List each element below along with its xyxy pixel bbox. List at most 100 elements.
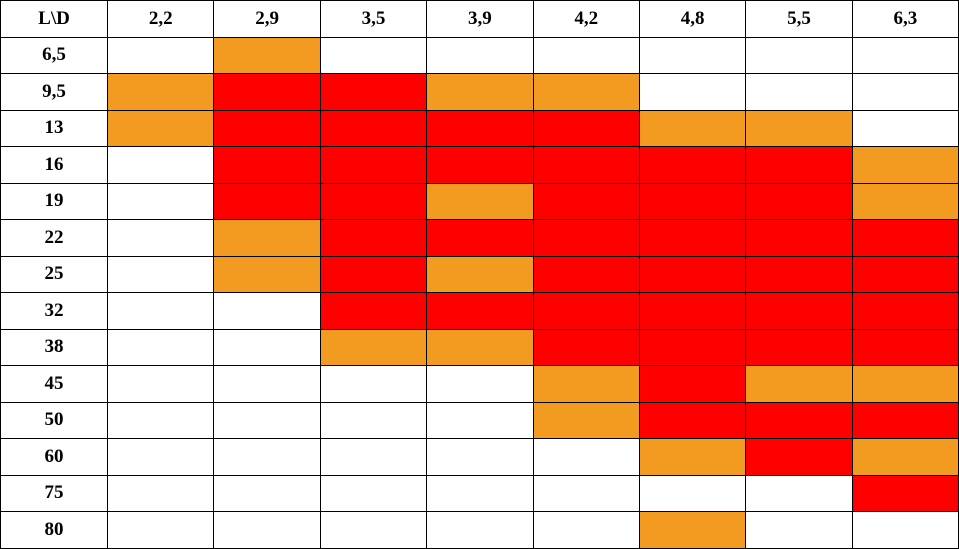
grid-cell (532, 36, 640, 74)
row-header: 45 (0, 365, 108, 403)
grid-cell (319, 292, 428, 330)
table-row: 16 (0, 146, 959, 184)
grid-cell (532, 73, 640, 111)
grid-cell (426, 182, 534, 220)
grid-cell (213, 73, 321, 111)
grid-cell (532, 109, 640, 147)
grid-cell (851, 328, 959, 366)
grid-cell (213, 328, 321, 366)
grid-cell (106, 511, 215, 549)
grid-cell (106, 365, 215, 403)
grid-cell (851, 73, 959, 111)
grid-cell (851, 182, 959, 220)
grid-cell (106, 146, 215, 184)
grid-cell (745, 182, 853, 220)
grid-cell (426, 328, 534, 366)
grid-cell (319, 401, 428, 439)
grid-cell (106, 109, 215, 147)
column-header: 4,8 (638, 0, 747, 38)
grid-cell (638, 109, 747, 147)
grid-cell (106, 474, 215, 512)
grid-body: 6,5 9,5 13 16 19 22 25 32 38 45 50 60 75 80 (0, 36, 959, 549)
grid-cell (745, 255, 853, 293)
grid-cell (106, 255, 215, 293)
grid-cell (851, 255, 959, 293)
grid-cell (319, 438, 428, 476)
grid-cell (745, 219, 853, 257)
row-header: 60 (0, 438, 108, 476)
grid-cell (851, 401, 959, 439)
grid-cell (532, 182, 640, 220)
table-row: 32 (0, 292, 959, 330)
row-header: 75 (0, 474, 108, 512)
grid-cell (532, 474, 640, 512)
grid-cell (532, 401, 640, 439)
grid-cell (106, 182, 215, 220)
grid-cell (426, 146, 534, 184)
grid-cell (319, 219, 428, 257)
grid-cell (638, 328, 747, 366)
grid-cell (745, 73, 853, 111)
grid-cell (426, 511, 534, 549)
column-header: 6,3 (851, 0, 959, 38)
table-row: 6,5 (0, 36, 959, 74)
grid-cell (745, 328, 853, 366)
table-row: 9,5 (0, 73, 959, 111)
grid-cell (851, 146, 959, 184)
grid-cell (638, 255, 747, 293)
grid-cell (426, 73, 534, 111)
grid-cell (213, 511, 321, 549)
grid-cell (638, 219, 747, 257)
grid-cell (426, 474, 534, 512)
table-row: 19 (0, 182, 959, 220)
grid-cell (319, 146, 428, 184)
grid-cell (638, 73, 747, 111)
table-row: 38 (0, 328, 959, 366)
row-header: 38 (0, 328, 108, 366)
grid-cell (532, 146, 640, 184)
grid-cell (319, 365, 428, 403)
grid-cell (532, 438, 640, 476)
grid-cell (106, 438, 215, 476)
table-row: 80 (0, 511, 959, 549)
grid-cell (319, 109, 428, 147)
grid-cell (745, 146, 853, 184)
grid-cell (319, 328, 428, 366)
grid-cell (851, 36, 959, 74)
grid-cell (638, 36, 747, 74)
grid-cell (213, 474, 321, 512)
grid-cell (213, 438, 321, 476)
table-row: 13 (0, 109, 959, 147)
row-header: 32 (0, 292, 108, 330)
grid-cell (426, 438, 534, 476)
row-header: 80 (0, 511, 108, 549)
grid-cell (213, 365, 321, 403)
grid-cell (426, 109, 534, 147)
table-row: 22 (0, 219, 959, 257)
grid-cell (213, 36, 321, 74)
grid-cell (106, 292, 215, 330)
column-header: 3,5 (319, 0, 428, 38)
grid-cell (106, 401, 215, 439)
column-header: 2,9 (213, 0, 321, 38)
grid-cell (638, 146, 747, 184)
row-header: 16 (0, 146, 108, 184)
grid-cell (426, 219, 534, 257)
grid-cell (319, 511, 428, 549)
grid-cell (106, 73, 215, 111)
grid-cell (319, 182, 428, 220)
table-row: 45 (0, 365, 959, 403)
grid-cell (851, 109, 959, 147)
grid-cell (426, 401, 534, 439)
grid-cell (426, 36, 534, 74)
row-header: 50 (0, 401, 108, 439)
grid-cell (319, 36, 428, 74)
grid-cell (638, 182, 747, 220)
grid-cell (426, 365, 534, 403)
grid-cell (106, 328, 215, 366)
row-header: 19 (0, 182, 108, 220)
grid-cell (745, 511, 853, 549)
table-row: 25 (0, 255, 959, 293)
row-header: 25 (0, 255, 108, 293)
